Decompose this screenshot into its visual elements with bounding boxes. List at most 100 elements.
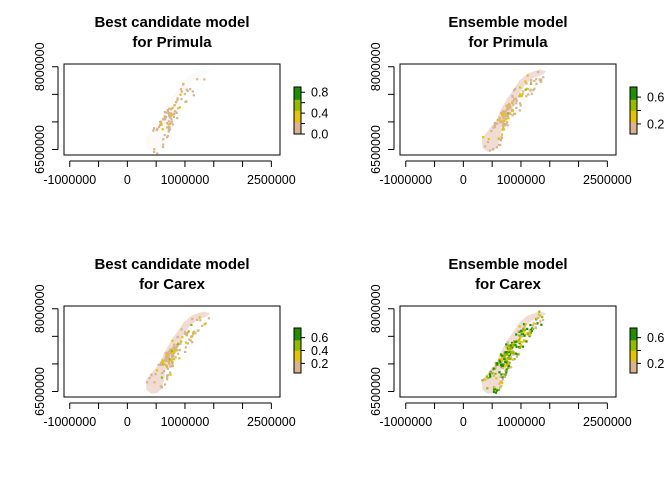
legend-swatch	[294, 331, 301, 333]
map-cell	[515, 97, 518, 100]
map-cell	[184, 350, 187, 353]
map-cell	[497, 143, 501, 147]
map-cell	[163, 362, 166, 365]
map-cell	[535, 78, 538, 81]
map-cell	[503, 354, 506, 357]
map-cell	[166, 121, 169, 125]
x-tick-label: -1000000	[43, 415, 96, 429]
legend-swatch	[294, 123, 301, 125]
map-cell	[505, 361, 508, 364]
map-cell	[164, 352, 167, 355]
legend-swatch	[630, 353, 637, 356]
map-cell	[540, 323, 543, 326]
map-cell	[488, 373, 491, 376]
legend: 0.0 0.4 0.8	[293, 86, 328, 142]
map-cell	[179, 93, 182, 96]
map-cell	[492, 126, 495, 129]
map-region	[481, 311, 547, 394]
map-cell	[178, 357, 181, 360]
map-cell	[517, 353, 520, 356]
map-cell	[165, 359, 168, 363]
map-cell	[500, 136, 504, 140]
legend-swatch	[294, 97, 301, 100]
map-cell	[507, 366, 510, 369]
map-cell	[508, 345, 511, 348]
legend-swatch	[294, 350, 301, 353]
map-cell	[174, 346, 178, 349]
map-cell	[501, 124, 505, 127]
map-cell	[520, 329, 523, 332]
map-cell	[183, 92, 186, 96]
map-cell	[167, 353, 170, 356]
legend-swatch	[294, 328, 301, 330]
legend-swatch	[630, 93, 637, 96]
x-tick-label: 2500000	[583, 415, 632, 429]
map-cell	[153, 148, 156, 151]
legend-swatch	[294, 343, 301, 345]
map-cell	[521, 345, 524, 348]
map-cell	[164, 118, 167, 121]
map-cell	[173, 104, 176, 107]
map-cell	[511, 114, 514, 117]
map-cell	[498, 359, 501, 362]
map-cell	[160, 120, 163, 123]
map-cell	[506, 121, 509, 124]
map-cell	[161, 361, 164, 364]
map-cell	[188, 338, 191, 341]
map-cell	[511, 350, 514, 353]
map-cell	[176, 352, 180, 355]
legend-swatch	[294, 91, 301, 94]
legend-swatch	[630, 332, 637, 335]
map-cell	[501, 376, 504, 379]
legend-swatch	[294, 346, 301, 348]
map-cell	[515, 102, 518, 105]
map-cell	[495, 146, 498, 149]
map-cell	[501, 110, 505, 113]
map-cell	[153, 381, 156, 384]
map-cell	[178, 106, 181, 109]
map-cell	[509, 344, 512, 347]
map-cell	[518, 342, 521, 345]
legend-swatch	[630, 365, 637, 368]
map-cell	[170, 365, 173, 368]
map-cell	[191, 90, 194, 93]
legend-swatch	[630, 115, 637, 118]
legend-swatch	[630, 132, 637, 135]
legend-swatch	[630, 370, 637, 372]
map-cell	[166, 126, 169, 129]
map-cell	[192, 94, 195, 97]
legend-swatch	[294, 332, 301, 335]
map-cell	[523, 330, 526, 333]
map-cell	[507, 349, 510, 352]
map-cell	[162, 370, 166, 373]
map-cell	[491, 372, 494, 375]
map-cell	[191, 334, 194, 338]
map-cell	[175, 101, 178, 104]
map-cell	[501, 364, 504, 367]
map-cell	[497, 137, 500, 140]
map-cell	[176, 97, 179, 100]
map-cell	[519, 336, 522, 339]
map-cell	[537, 316, 540, 320]
map-cell	[199, 319, 202, 322]
map-cell	[519, 95, 522, 98]
legend-swatch	[294, 90, 301, 92]
legend-swatch	[630, 105, 637, 108]
map-cell	[171, 347, 175, 350]
map-cell	[166, 351, 169, 354]
map-cell	[166, 357, 169, 360]
map-cell	[494, 362, 497, 365]
map-cell	[501, 354, 504, 357]
map-cell	[172, 358, 175, 361]
map-cell	[173, 112, 176, 115]
legend-swatch	[630, 343, 637, 345]
map-cell	[510, 356, 513, 359]
map-cell	[493, 123, 496, 127]
map-cell	[484, 378, 487, 381]
map-cell	[492, 390, 496, 394]
map-cell	[525, 82, 528, 85]
legend-swatch	[294, 110, 301, 113]
map-cell	[167, 130, 170, 133]
legend-swatch	[294, 362, 301, 365]
map-cell	[501, 355, 504, 359]
